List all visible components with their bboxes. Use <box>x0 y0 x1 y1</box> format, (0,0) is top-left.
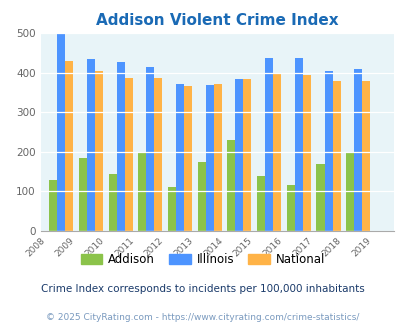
Bar <box>302 75 310 231</box>
Bar <box>138 152 146 231</box>
Bar <box>273 74 281 231</box>
Legend: Addison, Illinois, National: Addison, Illinois, National <box>76 248 329 271</box>
Bar <box>197 162 205 231</box>
Bar <box>264 57 273 231</box>
Bar <box>87 59 95 231</box>
Bar <box>256 176 264 231</box>
Bar <box>65 61 73 231</box>
Text: © 2025 CityRating.com - https://www.cityrating.com/crime-statistics/: © 2025 CityRating.com - https://www.city… <box>46 313 359 322</box>
Bar <box>324 71 332 231</box>
Title: Addison Violent Crime Index: Addison Violent Crime Index <box>96 13 338 28</box>
Bar <box>213 84 221 231</box>
Bar <box>124 78 132 231</box>
Bar <box>345 152 353 231</box>
Bar <box>353 69 361 231</box>
Bar <box>57 34 65 231</box>
Bar <box>154 78 162 231</box>
Bar <box>117 61 124 231</box>
Bar <box>95 71 103 231</box>
Bar <box>146 67 154 231</box>
Bar <box>168 187 176 231</box>
Bar <box>109 174 117 231</box>
Bar <box>49 180 57 231</box>
Bar <box>294 58 302 231</box>
Bar <box>286 185 294 231</box>
Bar <box>235 79 243 231</box>
Bar <box>361 81 369 231</box>
Bar <box>227 140 235 231</box>
Bar <box>316 164 324 231</box>
Bar <box>332 81 340 231</box>
Text: Crime Index corresponds to incidents per 100,000 inhabitants: Crime Index corresponds to incidents per… <box>41 284 364 294</box>
Bar <box>205 85 213 231</box>
Bar <box>183 86 192 231</box>
Bar <box>79 158 87 231</box>
Bar <box>243 79 251 231</box>
Bar <box>176 84 183 231</box>
